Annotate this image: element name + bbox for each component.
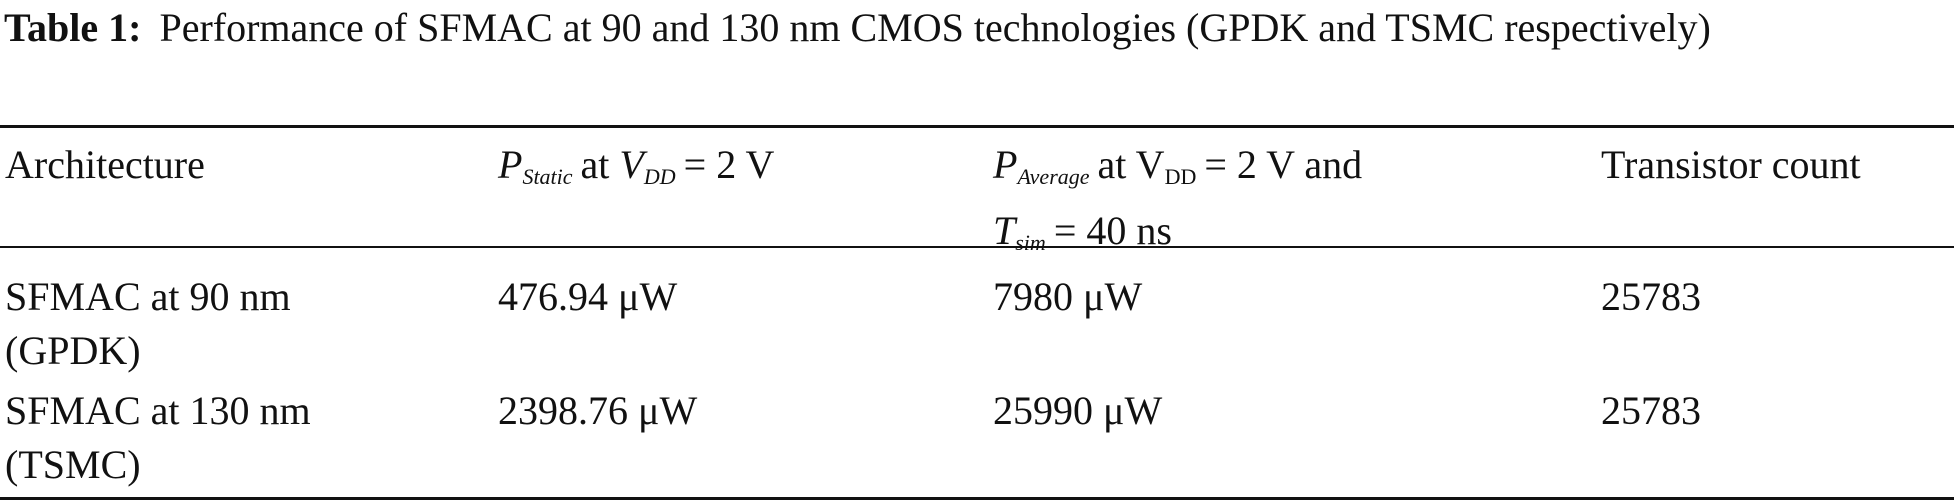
header-text: V	[619, 142, 644, 187]
header-cell: PAverage at VDD = 2 V and Tsim = 40 ns	[993, 138, 1553, 270]
header-subscript: Average	[1017, 164, 1090, 189]
table-caption: Table 1: Performance of SFMAC at 90 and …	[4, 2, 1948, 54]
table-cell: 25783	[1601, 388, 1701, 433]
top-rule	[0, 125, 1954, 128]
header-subscript: DD	[1164, 164, 1197, 189]
header-cell: PStatic at VDD = 2 V	[498, 138, 968, 204]
header-text: Architecture	[5, 142, 205, 187]
header-subscript: Static	[522, 164, 573, 189]
header-text: Transistor count	[1601, 142, 1861, 187]
header-text: P	[498, 142, 523, 187]
table-cell: 25783	[1601, 274, 1701, 319]
table-cell: 25990 μW	[993, 388, 1163, 433]
header-text: = 2 V	[683, 142, 775, 187]
header-text: = 2 V and	[1204, 142, 1363, 187]
header-subscript: DD	[643, 164, 676, 189]
header-text: T	[993, 208, 1016, 253]
table-cell: 2398.76 μW	[498, 388, 698, 433]
header-cell: Architecture	[5, 138, 405, 192]
table-cell: SFMAC at 130 nm (TSMC)	[5, 388, 311, 487]
caption-text: Performance of SFMAC at 90 and 130 nm CM…	[159, 5, 1711, 50]
bottom-rule	[0, 497, 1954, 500]
table-cell: 476.94 μW	[498, 274, 678, 319]
header-rule	[0, 246, 1954, 248]
header-cell: Transistor count	[1601, 138, 1951, 192]
header-text: at V	[1097, 142, 1165, 187]
header-text: at	[580, 142, 610, 187]
table-cell: 7980 μW	[993, 274, 1143, 319]
header-subscript: sim	[1015, 230, 1046, 255]
header-text: = 40 ns	[1053, 208, 1172, 253]
header-text: P	[993, 142, 1018, 187]
table-cell: SFMAC at 90 nm (GPDK)	[5, 274, 291, 373]
caption-label: Table 1:	[4, 5, 142, 50]
